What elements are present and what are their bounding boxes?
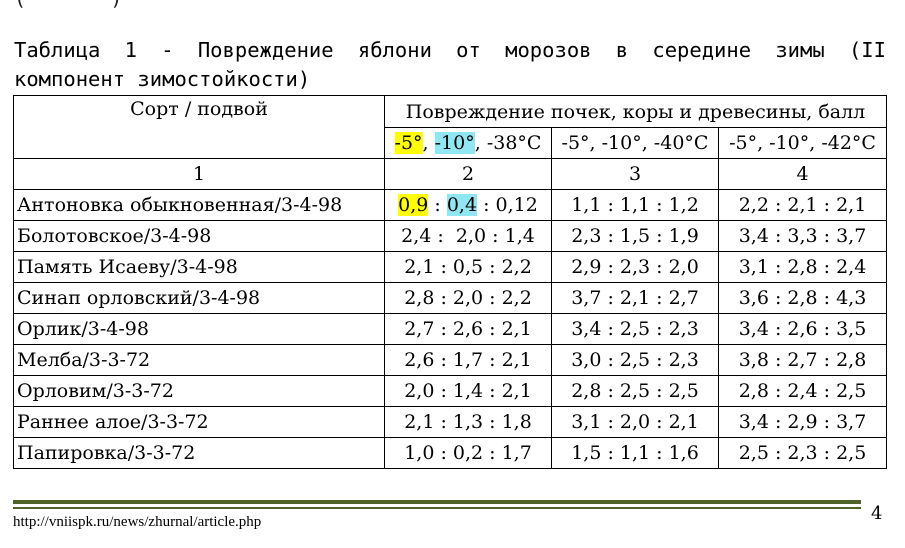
table-row: Антоновка обыкновенная/3-4-98 0,9 : 0,4 … bbox=[13, 189, 888, 221]
column-number: 4 bbox=[717, 158, 888, 190]
column-number: 1 bbox=[13, 158, 385, 190]
value-cell-col4: 2,2 : 2,1 : 2,1 bbox=[717, 189, 888, 221]
page-number: 4 bbox=[871, 503, 883, 524]
value-cell-col3: 2,9 : 2,3 : 2,0 bbox=[551, 251, 719, 283]
variety-cell: Папировка/3-3-72 bbox=[13, 437, 385, 469]
value-cell-col4: 2,5 : 2,3 : 2,5 bbox=[717, 437, 888, 469]
value-cell-col4: 3,4 : 3,3 : 3,7 bbox=[717, 220, 888, 252]
table-row: Болотовское/3-4-98 2,4 : 2,0 : 1,4 2,3 :… bbox=[13, 220, 888, 252]
table-caption: Таблица 1 - Повреждение яблони от морозо… bbox=[14, 38, 886, 91]
value-cell-col2: 2,1 : 0,5 : 2,2 bbox=[384, 251, 552, 283]
variety-cell: Болотовское/3-4-98 bbox=[13, 220, 385, 252]
value-cell-col2: 0,9 : 0,4 : 0,12 bbox=[384, 189, 552, 221]
variety-cell: Раннее алое/3-3-72 bbox=[13, 406, 385, 438]
temp-col3: -5°, -10°, -40°C bbox=[551, 127, 719, 159]
table-row: Орловим/3-3-72 2,0 : 1,4 : 2,1 2,8 : 2,5… bbox=[13, 375, 888, 407]
value-cell-col4: 3,6 : 2,8 : 4,3 bbox=[717, 282, 888, 314]
value-cell-col3: 2,8 : 2,5 : 2,5 bbox=[551, 375, 719, 407]
value-cell-col4: 3,4 : 2,9 : 3,7 bbox=[717, 406, 888, 438]
header-row: Сорт / подвой Повреждение почек, коры и … bbox=[13, 95, 888, 159]
value-cell-col2: 1,0 : 0,2 : 1,7 bbox=[384, 437, 552, 469]
footer-rule-thick bbox=[13, 500, 861, 504]
highlight-value: 0,4 bbox=[446, 194, 478, 216]
value-separator: : bbox=[428, 194, 447, 216]
value-cell-col2: 2,6 : 1,7 : 2,1 bbox=[384, 344, 552, 376]
value-cell-col3: 3,7 : 2,1 : 2,7 bbox=[551, 282, 719, 314]
value-cell-col3: 1,1 : 1,1 : 1,2 bbox=[551, 189, 719, 221]
table-row: Память Исаеву/3-4-98 2,1 : 0,5 : 2,2 2,9… bbox=[13, 251, 888, 283]
temp-col2: -5°, -10°, -38°C bbox=[384, 127, 552, 159]
value-cell-col3: 1,5 : 1,1 : 1,6 bbox=[551, 437, 719, 469]
variety-cell: Антоновка обыкновенная/3-4-98 bbox=[13, 189, 385, 221]
temp-rest: , -38°C bbox=[474, 132, 542, 154]
variety-cell: Орлик/3-4-98 bbox=[13, 313, 385, 345]
header-sort-rootstock: Сорт / подвой bbox=[13, 95, 385, 159]
table-row: Раннее алое/3-3-72 2,1 : 1,3 : 1,8 3,1 :… bbox=[13, 406, 888, 438]
variety-cell: Орловим/3-3-72 bbox=[13, 375, 385, 407]
column-number-row: 1 2 3 4 bbox=[13, 158, 888, 190]
table-row: Орлик/3-4-98 2,7 : 2,6 : 2,1 3,4 : 2,5 :… bbox=[13, 313, 888, 345]
variety-cell: Синап орловский/3-4-98 bbox=[13, 282, 385, 314]
value-cell-col2: 2,7 : 2,6 : 2,1 bbox=[384, 313, 552, 345]
table-row: Синап орловский/3-4-98 2,8 : 2,0 : 2,2 3… bbox=[13, 282, 888, 314]
value-cell-col2: 2,8 : 2,0 : 2,2 bbox=[384, 282, 552, 314]
temp-separator: , bbox=[422, 132, 435, 154]
value-rest: : 0,12 bbox=[477, 194, 538, 216]
value-cell-col4: 3,8 : 2,7 : 2,8 bbox=[717, 344, 888, 376]
cropped-top-text: (·······) bbox=[14, 0, 122, 10]
frost-damage-table: Сорт / подвой Повреждение почек, коры и … bbox=[13, 95, 888, 469]
value-cell-col2: 2,1 : 1,3 : 1,8 bbox=[384, 406, 552, 438]
value-cell-col3: 3,4 : 2,5 : 2,3 bbox=[551, 313, 719, 345]
table-row: Папировка/3-3-72 1,0 : 0,2 : 1,7 1,5 : 1… bbox=[13, 437, 888, 469]
highlight-minus5: -5° bbox=[394, 132, 423, 154]
header-damage: Повреждение почек, коры и древесины, бал… bbox=[383, 95, 888, 128]
value-cell-col2: 2,4 : 2,0 : 1,4 bbox=[384, 220, 552, 252]
table-row: Мелба/3-3-72 2,6 : 1,7 : 2,1 3,0 : 2,5 :… bbox=[13, 344, 888, 376]
value-cell-col4: 3,1 : 2,8 : 2,4 bbox=[717, 251, 888, 283]
value-cell-col3: 3,1 : 2,0 : 2,1 bbox=[551, 406, 719, 438]
footer-rule-thin bbox=[13, 507, 861, 509]
column-number: 2 bbox=[384, 158, 552, 190]
column-number: 3 bbox=[551, 158, 719, 190]
variety-cell: Мелба/3-3-72 bbox=[13, 344, 385, 376]
highlight-minus10: -10° bbox=[434, 132, 475, 154]
value-cell-col2: 2,0 : 1,4 : 2,1 bbox=[384, 375, 552, 407]
value-cell-col3: 3,0 : 2,5 : 2,3 bbox=[551, 344, 719, 376]
value-cell-col3: 2,3 : 1,5 : 1,9 bbox=[551, 220, 719, 252]
value-cell-col4: 2,8 : 2,4 : 2,5 bbox=[717, 375, 888, 407]
highlight-value: 0,9 bbox=[398, 194, 429, 216]
table-body: Сорт / подвой Повреждение почек, коры и … bbox=[13, 95, 888, 469]
variety-cell: Память Исаеву/3-4-98 bbox=[13, 251, 385, 283]
value-cell-col4: 3,4 : 2,6 : 3,5 bbox=[717, 313, 888, 345]
temp-col4: -5°, -10°, -42°C bbox=[717, 127, 888, 159]
footer-url: http://vniispk.ru/news/zhurnal/article.p… bbox=[13, 514, 262, 530]
